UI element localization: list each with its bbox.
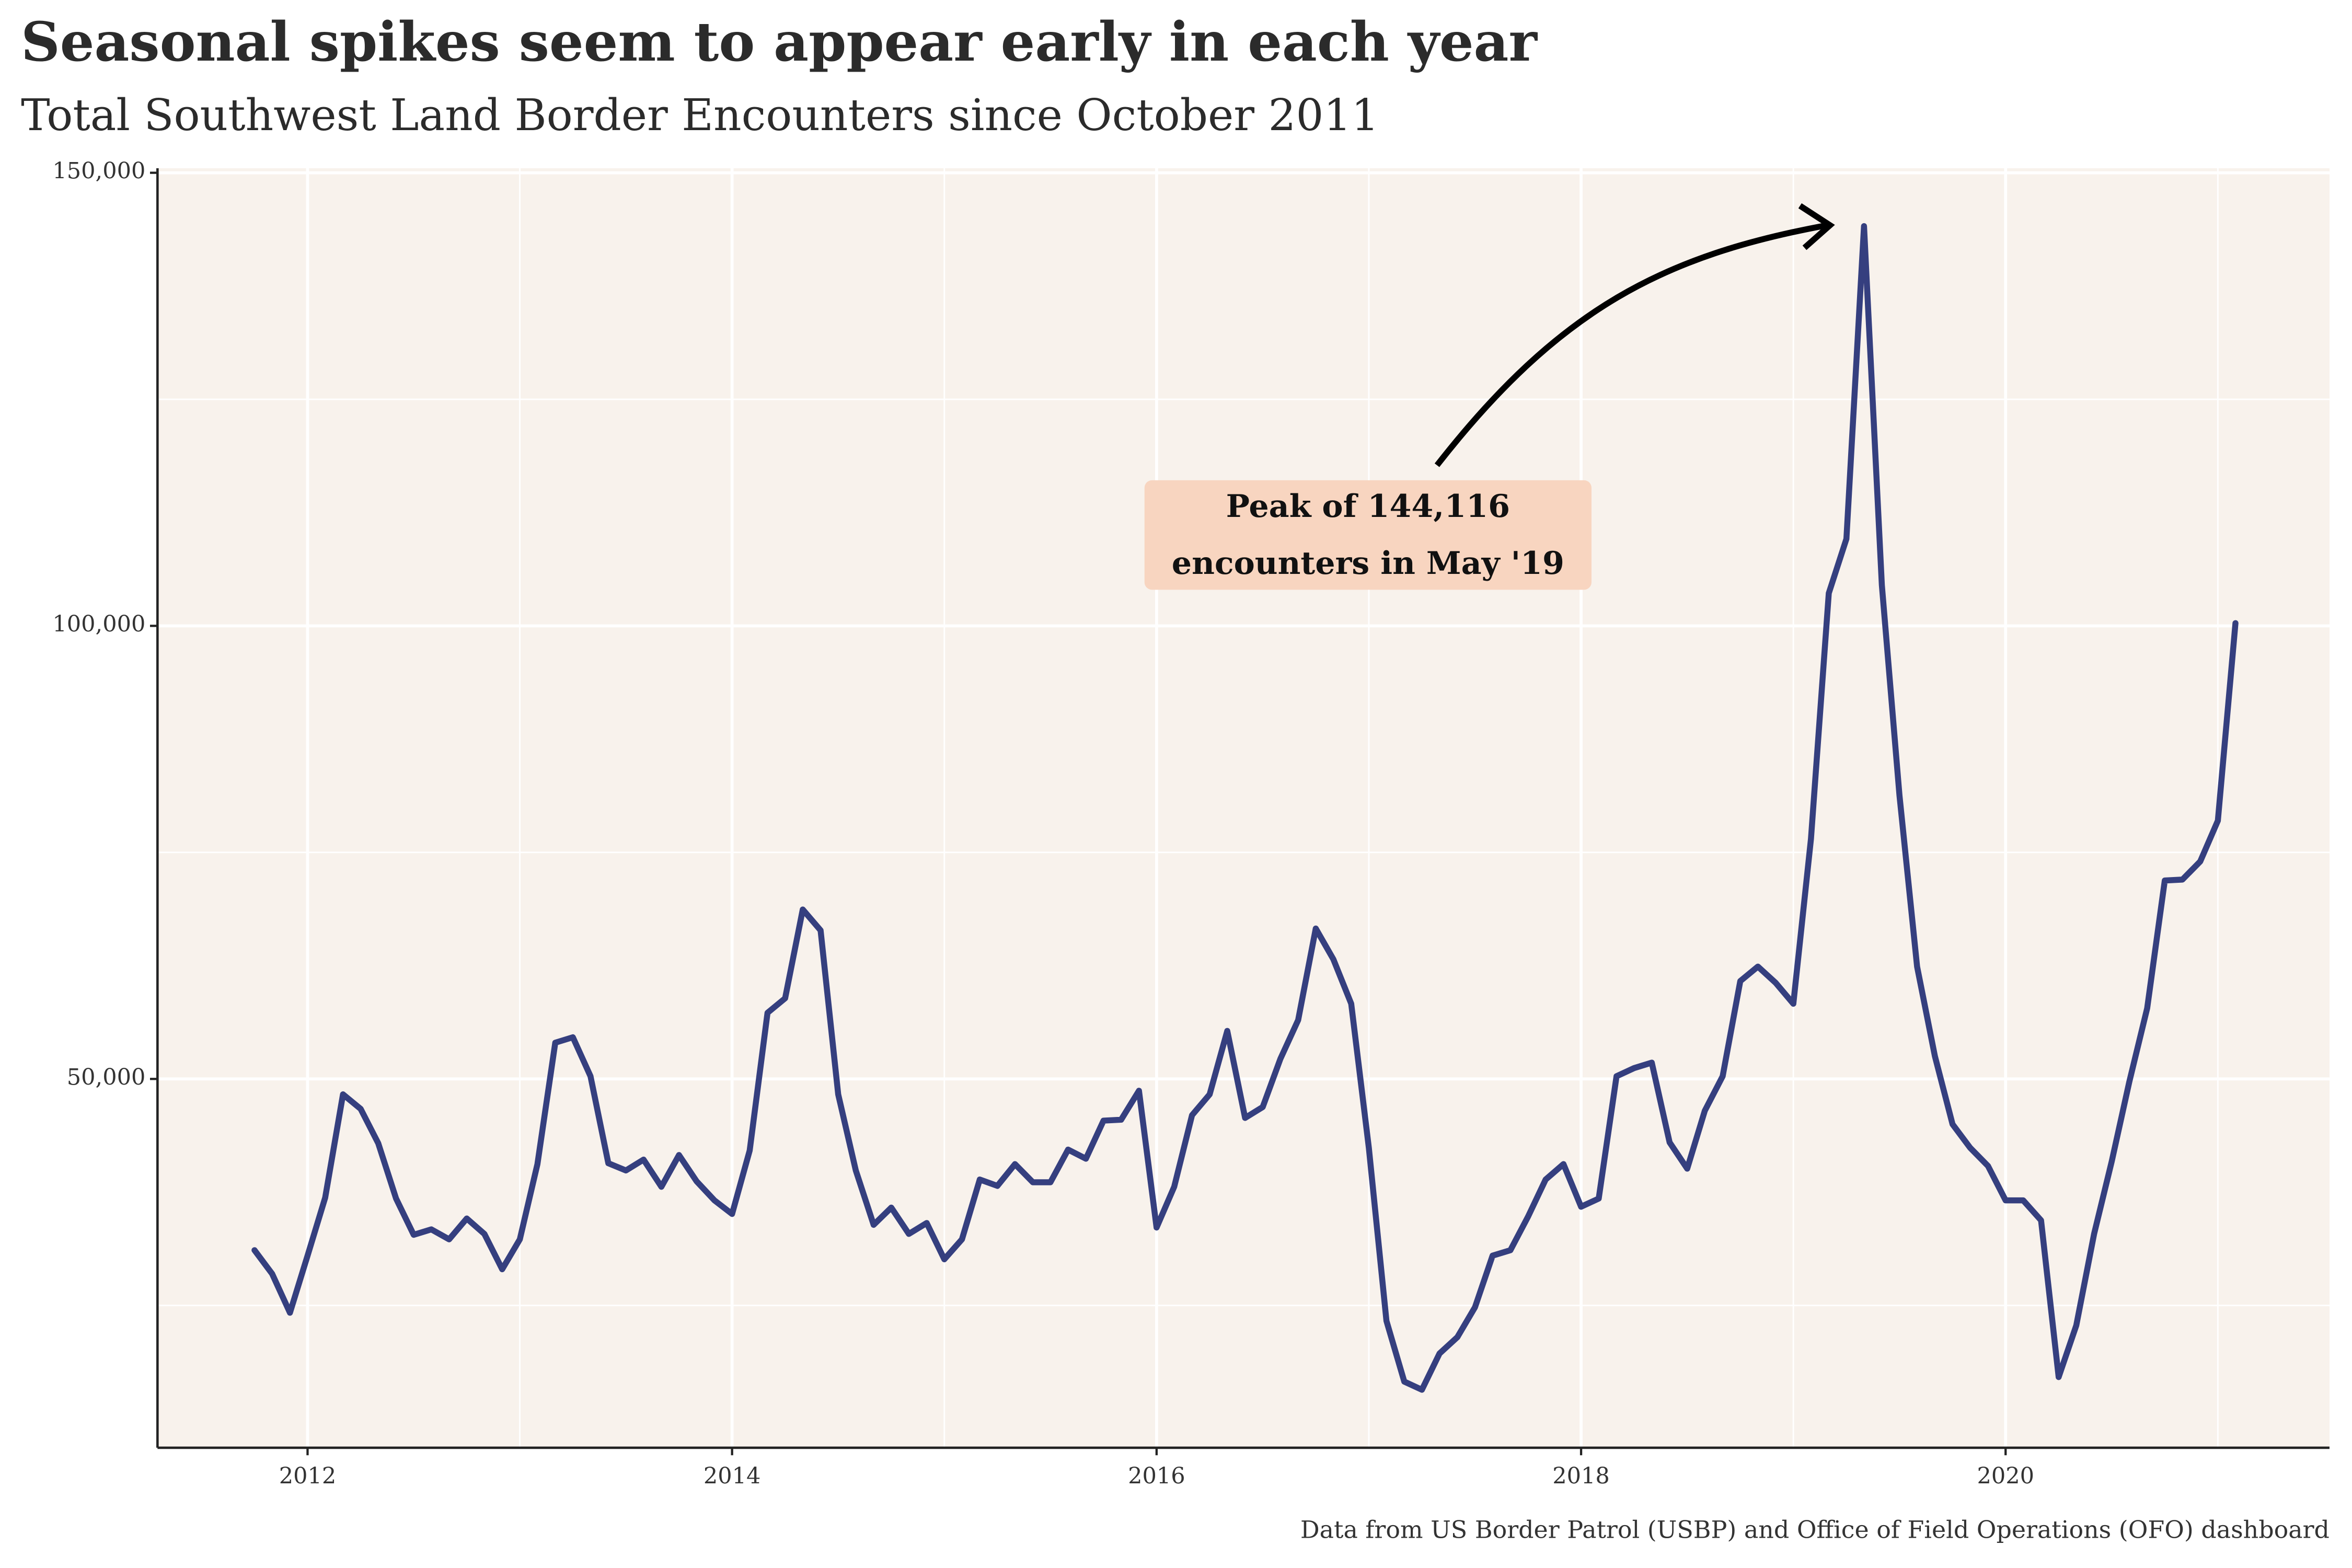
y-tick-label: 50,000: [67, 1064, 146, 1090]
x-tick-label: 2012: [279, 1463, 337, 1489]
y-tick-label: 150,000: [52, 158, 145, 185]
annotation-arrow: [1434, 222, 1828, 467]
annotation-text: Peak of 144,116: [1226, 488, 1510, 525]
marks: [251, 223, 2239, 1393]
annotation-arrow-head: [1798, 203, 1835, 250]
ticks: 50,000 100,000 150,000 2012 2014 2016 2018 2020: [52, 158, 2034, 1490]
plot-background: [157, 168, 2330, 1448]
x-tick-label: 2014: [704, 1463, 761, 1489]
line: [251, 223, 2239, 1393]
annotation-text: encounters in May '19: [1172, 545, 1564, 582]
grid: [157, 168, 2330, 1448]
y-tick-label: 100,000: [52, 611, 145, 637]
chart-title: Seasonal spikes seem to appear early in …: [21, 10, 1538, 74]
caption: Data from US Border Patrol (USBP) and Of…: [1300, 1516, 2330, 1544]
x-tick-label: 2016: [1128, 1463, 1185, 1489]
annotation-box: [1144, 480, 1592, 590]
x-tick-label: 2018: [1552, 1463, 1610, 1489]
chart-subtitle: Total Southwest Land Border Encounters s…: [21, 90, 1379, 141]
x-tick-label: 2020: [1977, 1463, 2034, 1489]
